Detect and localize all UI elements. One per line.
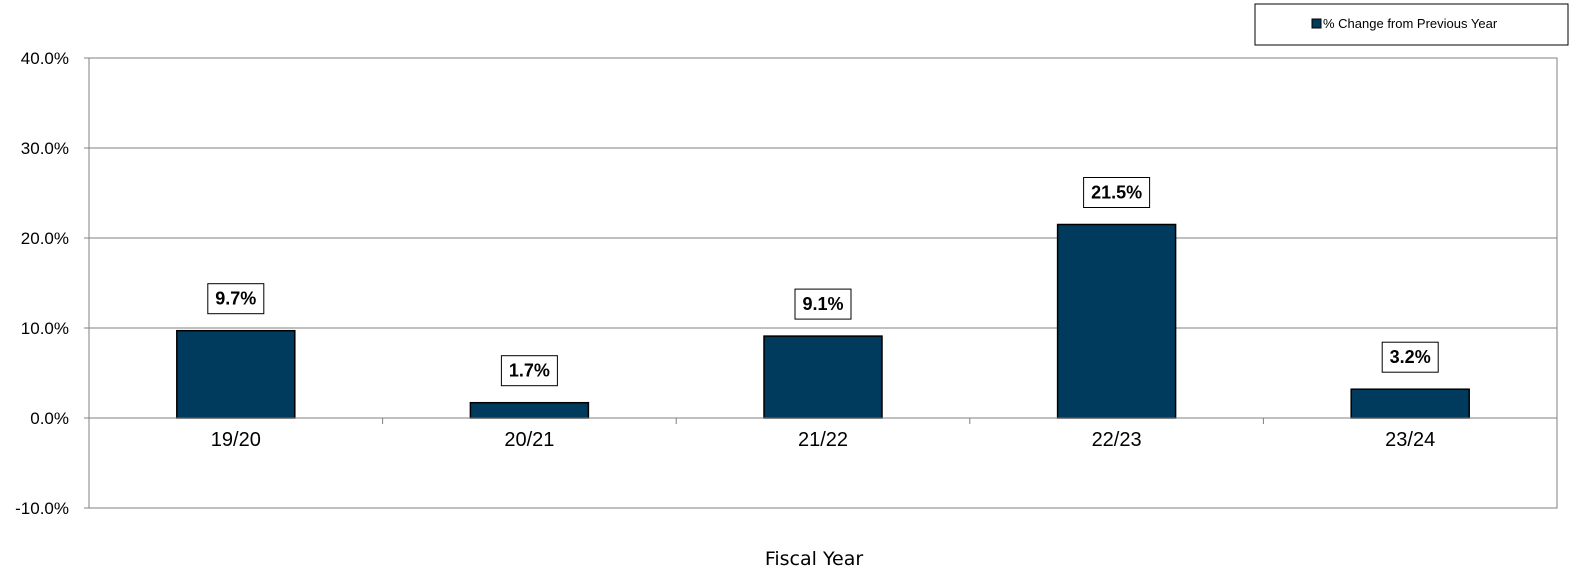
data-label: 21.5% [1091,183,1142,203]
data-label: 1.7% [509,361,550,381]
axes [88,57,1558,509]
y-tick-label: 10.0% [21,319,69,338]
data-label-box [1083,177,1151,208]
legend-swatch [1311,18,1322,29]
legend: % Change from Previous Year [1254,3,1569,46]
y-tick-label: 20.0% [21,229,69,248]
x-axis-ticks: 19/20 20/21 21/22 22/23 23/24 [88,418,1558,451]
data-label: 9.1% [802,294,843,314]
legend-label: % Change from Previous Year [1323,16,1498,31]
bar [469,401,590,419]
data-label: 3.2% [1390,347,1431,367]
bar [176,329,296,419]
data-label-box [207,283,265,315]
legend-box [1254,3,1569,46]
y-tick-label: 0.0% [30,409,69,428]
y-axis-ticks: -10.0% 0.0% 10.0% 20.0% 30.0% 40.0% [15,49,89,518]
x-tick-label: 23/24 [1385,429,1435,451]
data-label-box [500,355,558,387]
y-tick-label: -10.0% [15,499,69,518]
y-tick-label: 40.0% [21,49,69,68]
bar [763,335,883,419]
x-tick-label: 22/23 [1092,429,1142,451]
y-tick-label: 30.0% [21,139,69,158]
data-label: 9.7% [215,289,256,309]
data-label-box [1381,341,1439,373]
data-label-box [794,288,852,320]
x-axis-title: Fiscal Year [765,548,864,570]
bar [1056,223,1177,419]
x-tick-label: 20/21 [504,429,554,451]
data-labels: 9.7% 1.7% 9.1% 21.5% 3.2% [207,177,1439,387]
bar [1350,388,1470,419]
bars [176,223,1470,419]
x-tick-label: 21/22 [798,429,848,451]
x-tick-label: 19/20 [211,429,261,451]
